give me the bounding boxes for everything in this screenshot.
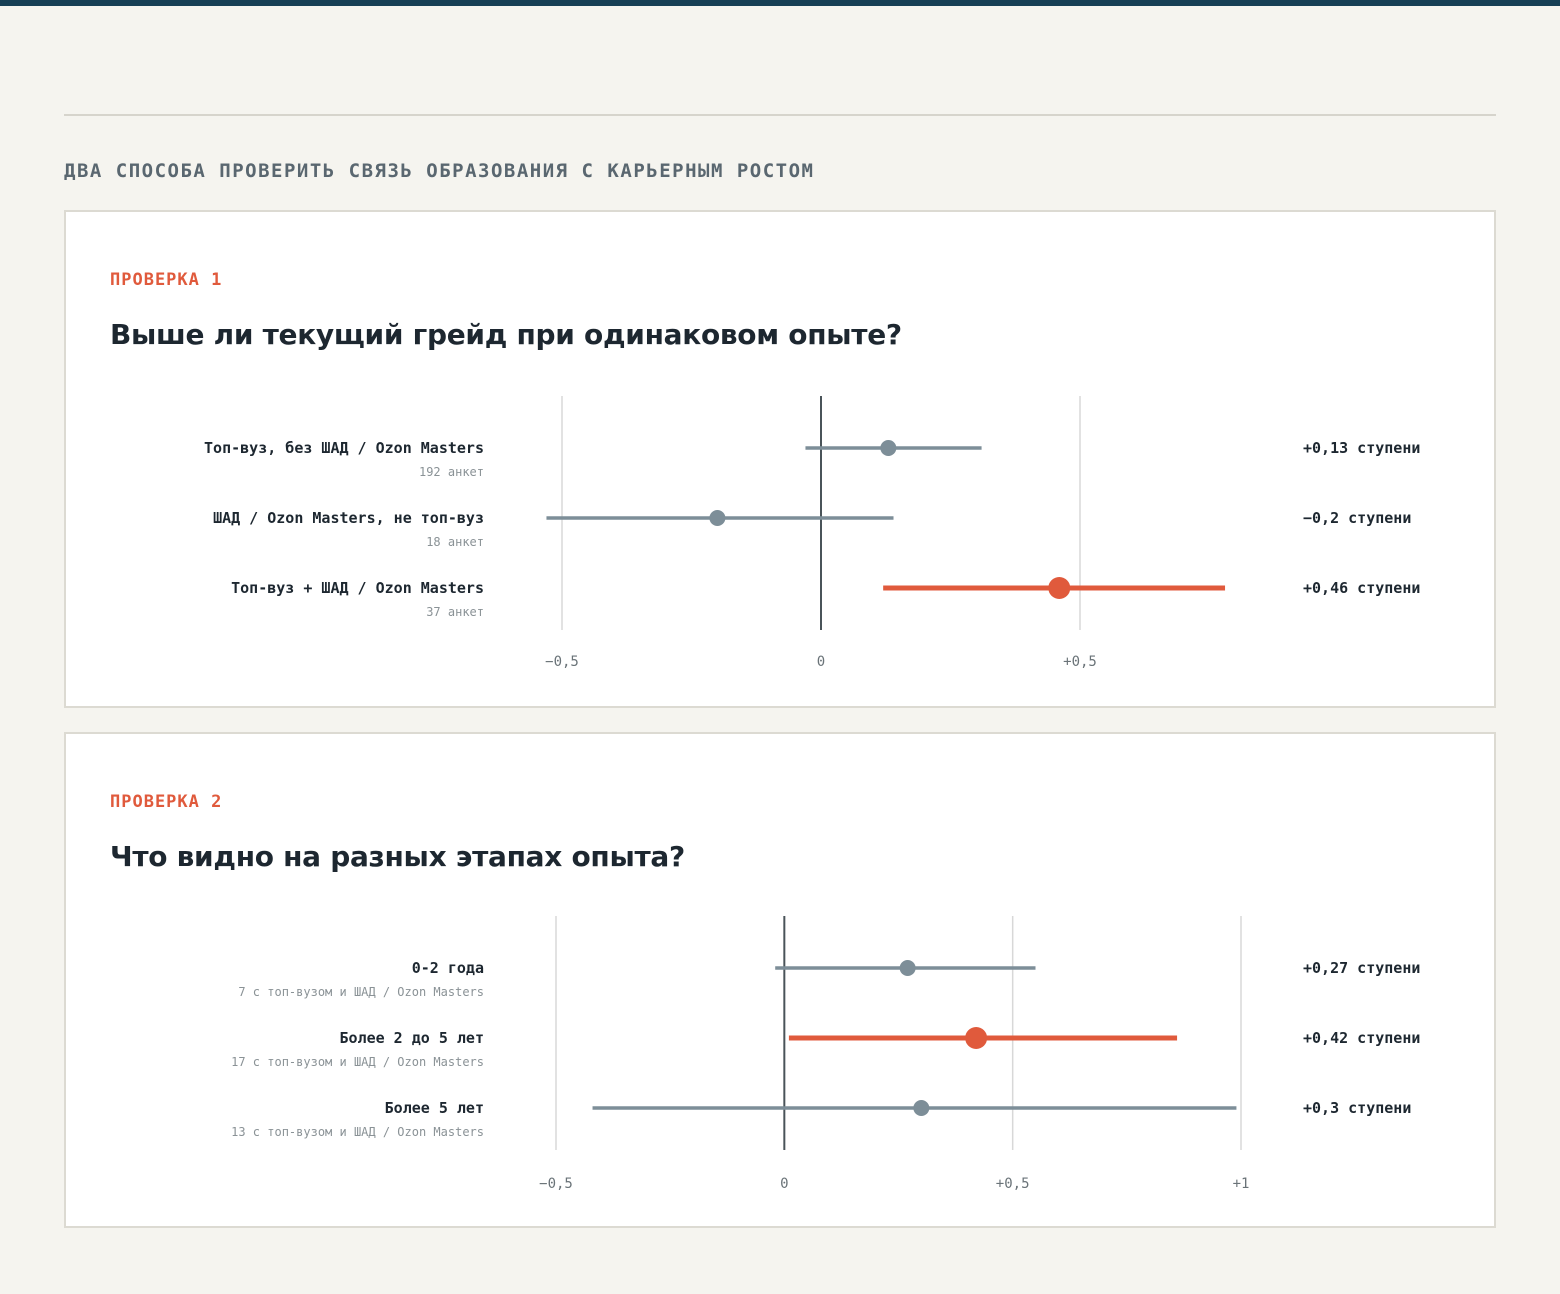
estimate-point bbox=[899, 960, 916, 976]
x-tick-label: 0 bbox=[780, 1176, 788, 1192]
value-label: +0,27 ступени bbox=[1303, 959, 1420, 977]
row-sublabel: 7 с топ-вузом и ШАД / Ozon Masters bbox=[238, 985, 484, 999]
row-sublabel: 192 анкет bbox=[419, 465, 484, 479]
forest-plot-1: −0,5 0 +0,5 Топ-вуз, без ШАД / Ozon Masters… bbox=[204, 396, 1420, 670]
row-label: Более 5 лет bbox=[385, 1099, 484, 1117]
check-2-eyebrow: ПРОВЕРКА 2 bbox=[110, 792, 223, 812]
estimate-point bbox=[965, 1027, 988, 1049]
x-tick-label: +0,5 bbox=[996, 1176, 1030, 1192]
top-bar bbox=[0, 0, 1560, 6]
estimate-point bbox=[880, 440, 897, 456]
row-label: Топ-вуз + ШАД / Ozon Masters bbox=[231, 579, 484, 597]
row-label: Более 2 до 5 лет bbox=[340, 1029, 485, 1047]
value-label: +0,3 ступени bbox=[1303, 1099, 1411, 1117]
check-2-title: Что видно на разных этапах опыта? bbox=[110, 840, 685, 873]
check-card-1: ПРОВЕРКА 1 Выше ли текущий грейд при оди… bbox=[64, 210, 1496, 708]
row-sublabel: 37 анкет bbox=[426, 605, 484, 619]
value-label: +0,46 ступени bbox=[1303, 579, 1420, 597]
check-1-title: Выше ли текущий грейд при одинаковом опы… bbox=[110, 318, 902, 351]
row-label: ШАД / Ozon Masters, не топ-вуз bbox=[213, 509, 484, 527]
value-label: +0,13 ступени bbox=[1303, 439, 1420, 457]
row-label: 0-2 года bbox=[412, 959, 484, 977]
estimate-point bbox=[913, 1100, 930, 1116]
x-tick-label: +0,5 bbox=[1063, 654, 1097, 670]
check-card-2: ПРОВЕРКА 2 Что видно на разных этапах оп… bbox=[64, 732, 1496, 1228]
row-sublabel: 17 с топ-вузом и ШАД / Ozon Masters bbox=[231, 1055, 484, 1069]
estimate-point bbox=[1048, 577, 1071, 599]
row-label: Топ-вуз, без ШАД / Ozon Masters bbox=[204, 439, 484, 457]
row-sublabel: 13 с топ-вузом и ШАД / Ozon Masters bbox=[231, 1125, 484, 1139]
forest-plot-2: −0,5 0 +0,5 +1 0-2 года 7 с топ-вузом и ШАД /… bbox=[231, 916, 1420, 1192]
x-tick-label: −0,5 bbox=[539, 1176, 573, 1192]
value-label: +0,42 ступени bbox=[1303, 1029, 1420, 1047]
value-label: −0,2 ступени bbox=[1303, 509, 1411, 527]
x-tick-label: −0,5 bbox=[545, 654, 579, 670]
x-tick-label: +1 bbox=[1233, 1176, 1250, 1192]
section-heading: ДВА СПОСОБА ПРОВЕРИТЬ СВЯЗЬ ОБРАЗОВАНИЯ … bbox=[64, 160, 815, 182]
x-tick-label: 0 bbox=[817, 654, 825, 670]
divider bbox=[64, 114, 1496, 116]
row-sublabel: 18 анкет bbox=[426, 535, 484, 549]
check-1-eyebrow: ПРОВЕРКА 1 bbox=[110, 270, 223, 290]
estimate-point bbox=[709, 510, 726, 526]
